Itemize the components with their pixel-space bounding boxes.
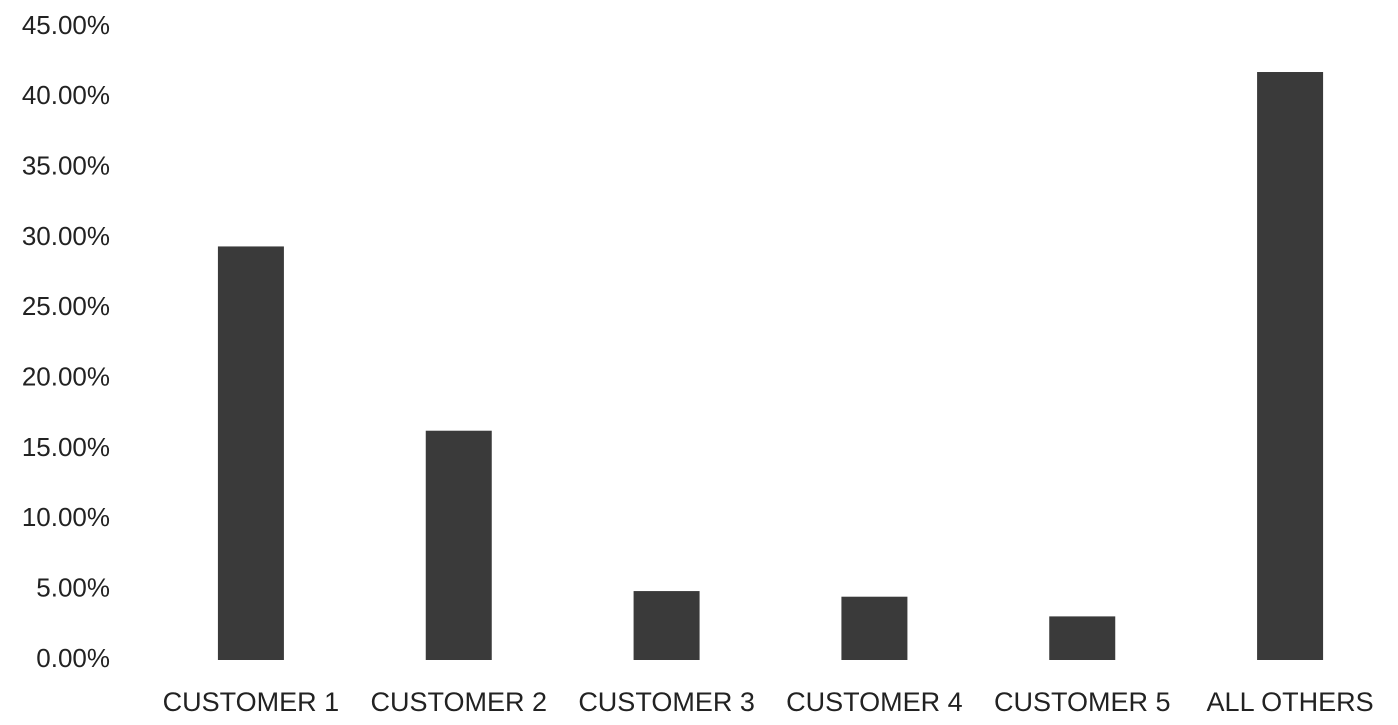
y-tick-label: 15.00% [22,432,110,462]
y-tick-label: 45.00% [22,10,110,40]
y-tick-label: 5.00% [36,573,110,603]
x-tick-label: CUSTOMER 3 [578,687,755,717]
y-tick-label: 25.00% [22,291,110,321]
bar [841,596,908,660]
bar [217,246,284,660]
x-tick-label: ALL OTHERS [1207,687,1374,717]
x-tick-label: CUSTOMER 1 [163,687,340,717]
bar [425,430,492,660]
x-tick-label: CUSTOMER 2 [370,687,547,717]
y-tick-label: 30.00% [22,221,110,251]
y-tick-label: 20.00% [22,362,110,392]
bar [633,591,700,660]
x-tick-label: CUSTOMER 5 [994,687,1171,717]
bar [1049,616,1116,660]
y-tick-label: 0.00% [36,643,110,673]
bar [1257,72,1324,661]
x-tick-label: CUSTOMER 4 [786,687,963,717]
y-tick-label: 35.00% [22,151,110,181]
y-tick-label: 40.00% [22,80,110,110]
y-tick-label: 10.00% [22,502,110,532]
